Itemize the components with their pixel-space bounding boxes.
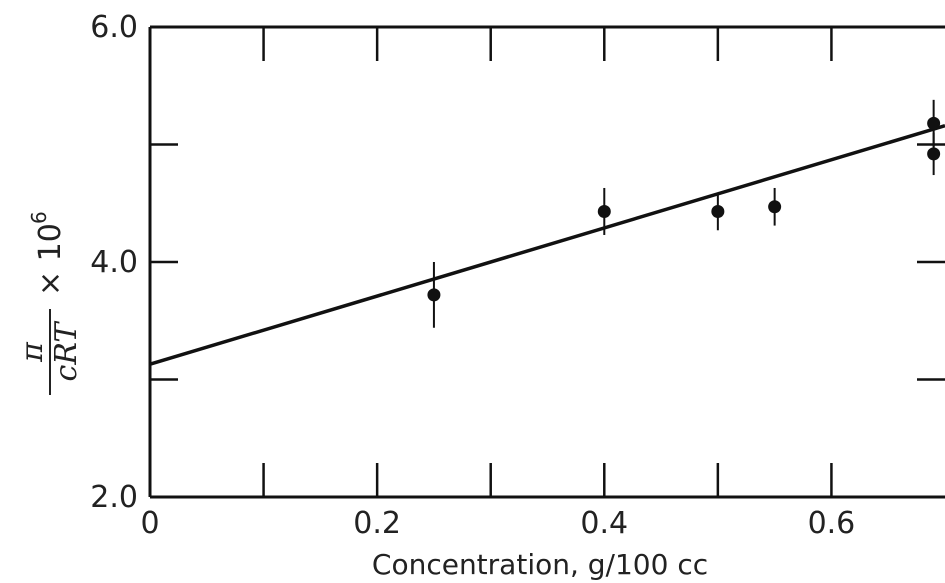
y-tick-label: 2.0 — [90, 480, 138, 515]
axis-ticks — [150, 27, 945, 497]
data-point — [927, 147, 941, 161]
y-label-denominator: cRT — [49, 321, 84, 382]
data-point — [927, 116, 941, 130]
data-point — [711, 204, 725, 218]
fit-line-group — [149, 124, 945, 366]
data-point — [597, 204, 611, 218]
y-label-exponent: 6 — [27, 211, 51, 224]
y-tick-label: 4.0 — [90, 245, 138, 280]
x-tick-label: 0.6 — [808, 506, 856, 541]
x-tick-label: 0.2 — [353, 506, 401, 541]
y-label-multiplier: × 10 — [33, 223, 68, 296]
tick-labels: 0 0.2 0.4 0.6 2.0 4.0 6.0 — [90, 10, 855, 541]
y-axis-label: π cRT × 10 6 — [15, 211, 84, 395]
fit-line — [149, 124, 945, 366]
data-point — [427, 288, 441, 302]
x-tick-label: 0.4 — [580, 506, 628, 541]
data-point — [768, 200, 782, 214]
y-label-numerator: π — [15, 341, 50, 363]
x-axis-label: Concentration, g/100 cc — [372, 548, 708, 581]
y-tick-label: 6.0 — [90, 10, 138, 45]
x-tick-label: 0 — [140, 506, 159, 541]
plot-frame — [148, 25, 945, 499]
data-points — [427, 99, 941, 328]
